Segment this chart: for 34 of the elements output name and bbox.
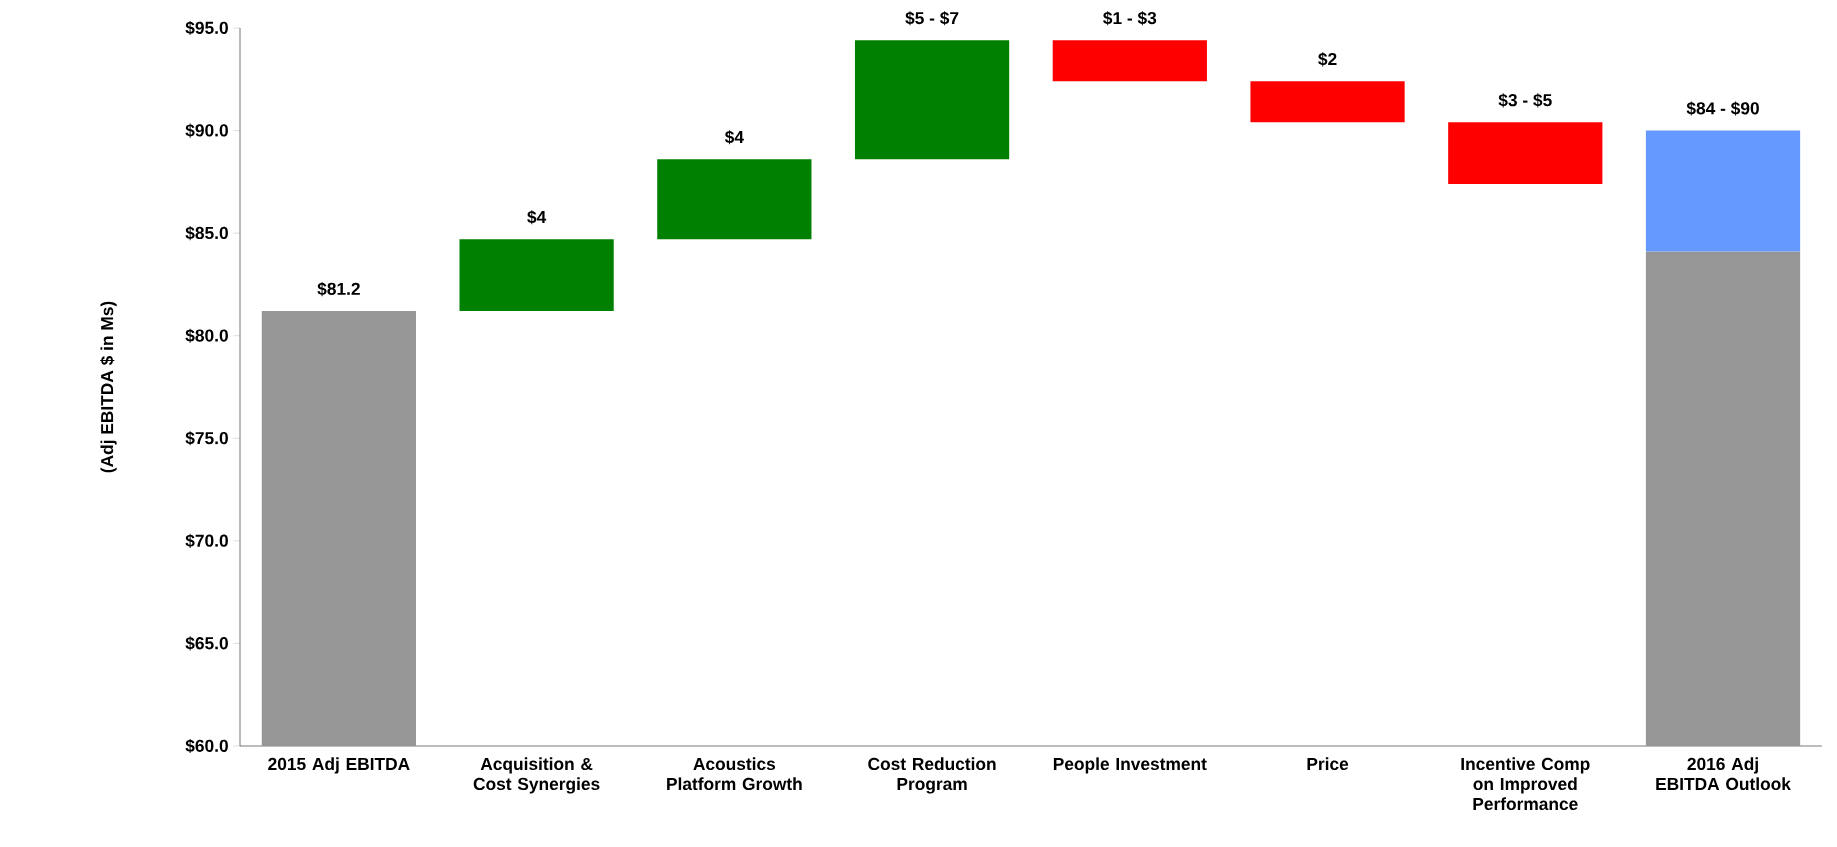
y-tick-label: $60.0 — [185, 738, 228, 754]
annotation: $5 - $7 — [905, 11, 959, 26]
y-tick-label: $95.0 — [185, 20, 228, 36]
x-tick-label: Cost Reduction Program — [868, 757, 996, 794]
x-tick-label: 2015 Adj EBITDA — [268, 757, 410, 774]
x-tick-label: People Investment — [1053, 757, 1207, 774]
bar — [1052, 40, 1207, 82]
annotation: $3 - $5 — [1498, 93, 1552, 108]
x-tick-label: Acoustics Platform Growth — [667, 757, 802, 791]
x-tick-label: 2016 Adj EBITDA Outlook — [1656, 757, 1791, 791]
bar — [1250, 81, 1405, 123]
y-tick-label: $85.0 — [185, 226, 228, 241]
data-label: $4 — [724, 130, 744, 145]
y-tick-label: $75.0 — [185, 431, 228, 446]
data-label: $2 — [1318, 52, 1337, 67]
annotation: $1 - $3 — [1103, 11, 1157, 26]
bar — [1645, 251, 1801, 746]
bar — [261, 311, 416, 746]
y-axis-title: (Adj EBITDA $ in Ms) — [100, 301, 117, 473]
bar — [1448, 122, 1603, 184]
y-tick-label: $90.0 — [185, 123, 228, 138]
x-tick-label: Price — [1307, 757, 1349, 771]
data-label: $4 — [527, 210, 547, 225]
bar — [854, 40, 1010, 160]
bar — [1645, 130, 1801, 252]
data-label: $81.2 — [317, 281, 360, 297]
bar — [657, 159, 812, 240]
annotation: $84 - $90 — [1686, 101, 1759, 116]
y-tick-label: $80.0 — [185, 328, 228, 343]
x-tick-label: Incentive Comp on Improved Performance — [1461, 757, 1590, 811]
y-tick-label: $70.0 — [185, 533, 228, 548]
y-tick-label: $65.0 — [185, 636, 228, 651]
bar — [459, 239, 614, 312]
x-tick-label: Acquisition & Cost Synergies — [473, 757, 600, 794]
